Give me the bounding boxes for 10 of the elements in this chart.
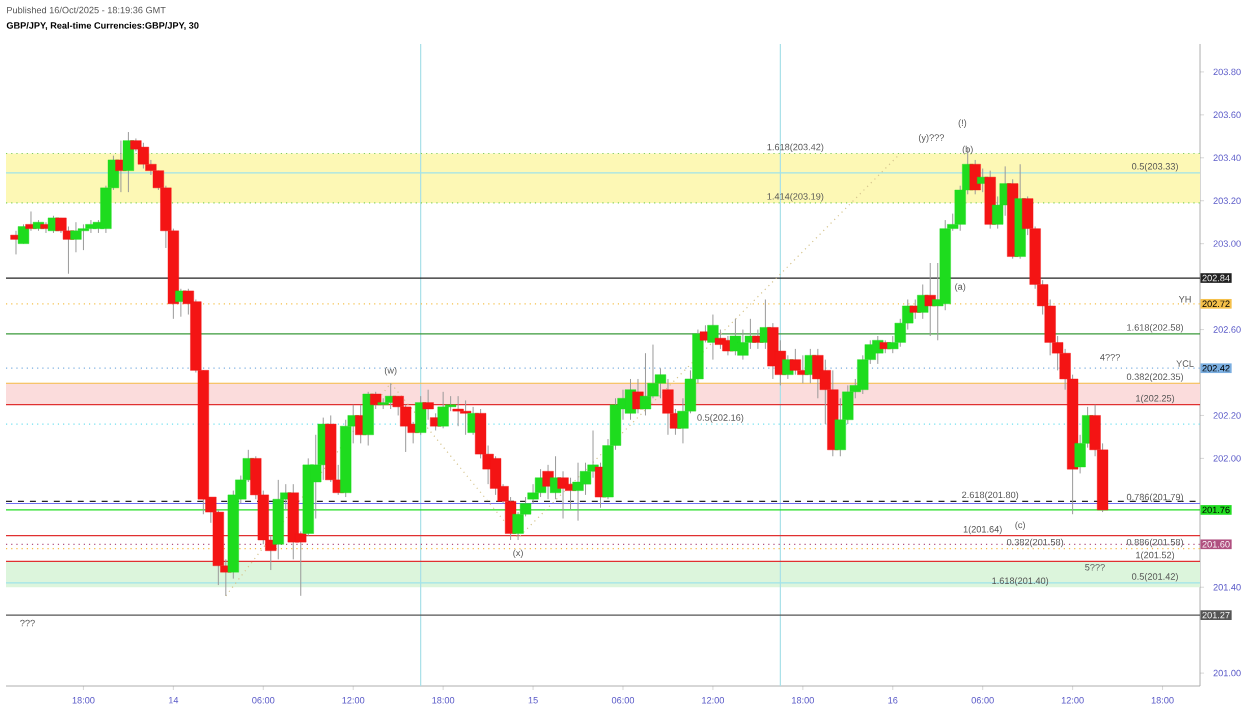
line-series <box>225 152 901 597</box>
candlestick <box>422 389 434 421</box>
candlestick <box>122 131 134 193</box>
candlestick <box>362 391 374 447</box>
candlestick <box>137 142 149 170</box>
candlestick <box>460 399 472 436</box>
candlestick <box>415 395 427 436</box>
candlestick <box>70 221 82 253</box>
candlestick <box>77 223 90 251</box>
candlestick <box>789 348 801 376</box>
